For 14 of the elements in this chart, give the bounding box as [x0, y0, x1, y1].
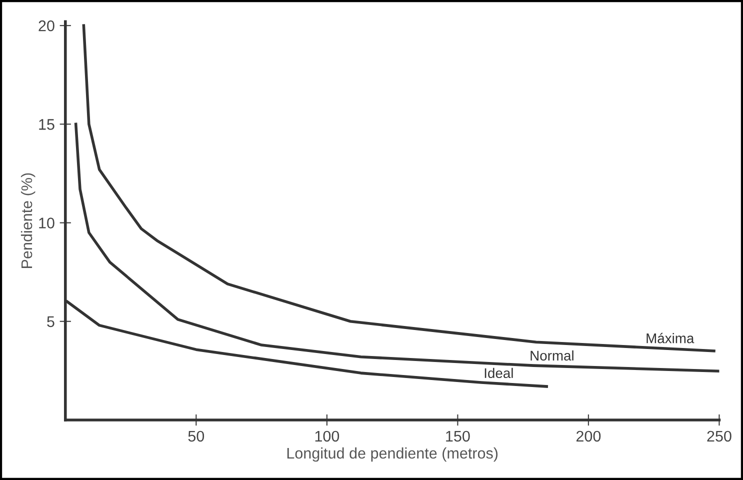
y-tick-label: 10 [39, 218, 54, 228]
series-label: Máxima [646, 332, 694, 344]
y-tick-label: 15 [39, 119, 54, 130]
x-tick-label: 50 [188, 430, 204, 442]
y-tick-label: 20 [38, 20, 54, 32]
y-tick-label: 5 [47, 316, 54, 328]
x-tick-label: 250 [707, 430, 732, 442]
x-tick-label: 200 [576, 430, 601, 442]
y-axis-title: Pendiente (%) [20, 173, 36, 268]
series-label: Ideal [484, 368, 513, 378]
series-label: Normal [530, 350, 574, 361]
x-axis-title: Longitud de pendiente (metros) [287, 447, 498, 462]
x-tick-label: 150 [446, 430, 470, 442]
x-tick-label: 100 [315, 430, 340, 442]
